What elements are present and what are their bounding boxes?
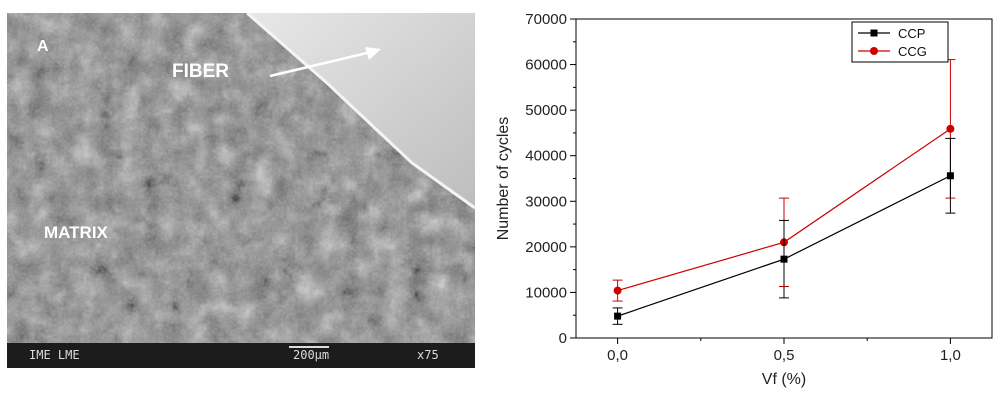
point-ccp xyxy=(946,172,954,180)
fiber-arrow xyxy=(269,51,368,78)
sem-fracture-image xyxy=(7,13,475,343)
y-tick-label: 0 xyxy=(559,330,567,347)
magnification-label: x75 xyxy=(417,348,439,362)
legend-label-ccg: CCG xyxy=(898,44,927,59)
x-axis-title: Vf (%) xyxy=(762,371,806,388)
matrix-label: MATRIX xyxy=(44,223,108,242)
chart-legend: CCP CCG xyxy=(851,21,949,63)
chart-series xyxy=(612,59,956,325)
legend-box xyxy=(851,21,949,63)
point-ccp xyxy=(780,255,788,263)
y-tick-label: 70000 xyxy=(525,11,567,28)
x-tick-label: 0,0 xyxy=(607,347,628,364)
x-tick-label: 0,5 xyxy=(774,347,795,364)
point-ccp xyxy=(614,312,622,320)
x-tick-label: 1,0 xyxy=(940,347,961,364)
legend-marker xyxy=(870,47,878,55)
legend-marker xyxy=(870,29,878,37)
y-tick-label: 60000 xyxy=(525,57,567,74)
scale-label: 200µm xyxy=(293,348,330,362)
y-tick-label: 10000 xyxy=(525,284,567,301)
y-tick-label: 40000 xyxy=(525,148,567,165)
y-tick-label: 20000 xyxy=(525,239,567,256)
sem-info-bar: IME LME 200µm x75 xyxy=(7,343,475,368)
y-axis-title: Number of cycles xyxy=(495,117,512,241)
legend-label-ccp: CCP xyxy=(898,26,925,41)
chart-axes: 0 10000 20000 30000 40000 50000 60000 70000 0,0 0… xyxy=(495,11,993,388)
instrument-label: IME LME xyxy=(29,348,80,362)
y-tick-label: 30000 xyxy=(525,193,567,210)
scale-bar xyxy=(289,346,329,348)
fiber-label: FIBER xyxy=(172,61,229,82)
panel-letter: A xyxy=(37,38,49,55)
point-ccg xyxy=(613,286,622,295)
point-ccg xyxy=(946,124,955,133)
sem-micrograph: A FIBER MATRIX IME LME 200µm x75 xyxy=(7,13,475,368)
y-tick-label: 50000 xyxy=(525,102,567,119)
